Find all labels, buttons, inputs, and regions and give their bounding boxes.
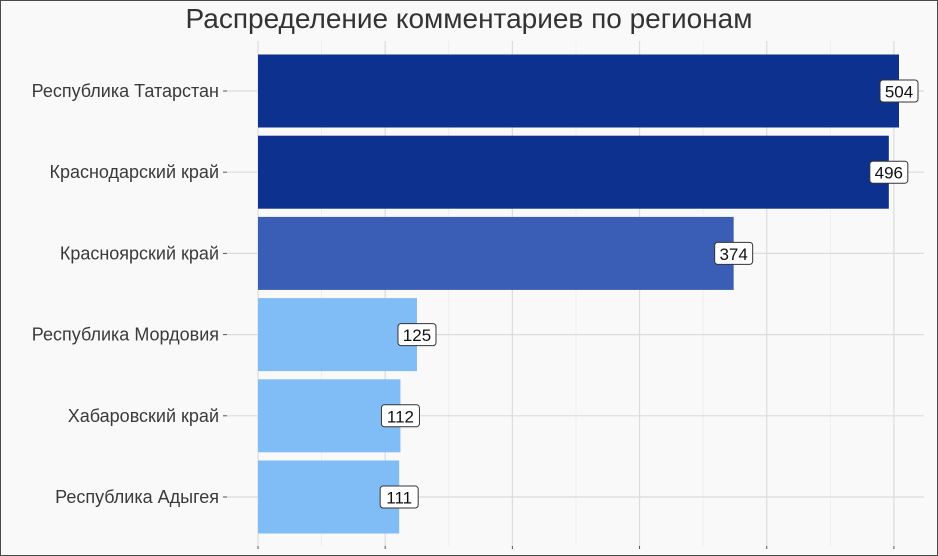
- data-label-box: [379, 485, 419, 509]
- y-tick-label: Хабаровский край: [68, 406, 219, 426]
- data-label: 374: [719, 245, 747, 264]
- y-tick-label: Республика Мордовия: [32, 325, 219, 345]
- data-label-box: [397, 323, 437, 347]
- data-label: 496: [875, 164, 903, 183]
- y-tick-label: Красноярский край: [60, 243, 219, 263]
- data-label-box: [879, 79, 919, 103]
- data-label-box: [869, 160, 909, 184]
- data-label: 112: [387, 407, 414, 426]
- data-label: 111: [386, 489, 412, 508]
- data-label: 125: [403, 326, 431, 345]
- y-tick-label: Республика Татарстан: [32, 81, 219, 101]
- bar: [258, 216, 734, 290]
- bar: [258, 460, 400, 534]
- y-tick-label: Краснодарский край: [49, 162, 219, 182]
- bar: [258, 379, 401, 453]
- y-tick-label: Республика Адыгея: [55, 487, 219, 507]
- data-label-box: [380, 404, 420, 428]
- data-label-box: [714, 241, 754, 265]
- bar: [258, 298, 417, 372]
- chart-title: Распределение комментариев по регионам: [185, 3, 753, 34]
- bar: [258, 135, 889, 209]
- data-label: 504: [885, 83, 913, 102]
- bar: [258, 54, 899, 128]
